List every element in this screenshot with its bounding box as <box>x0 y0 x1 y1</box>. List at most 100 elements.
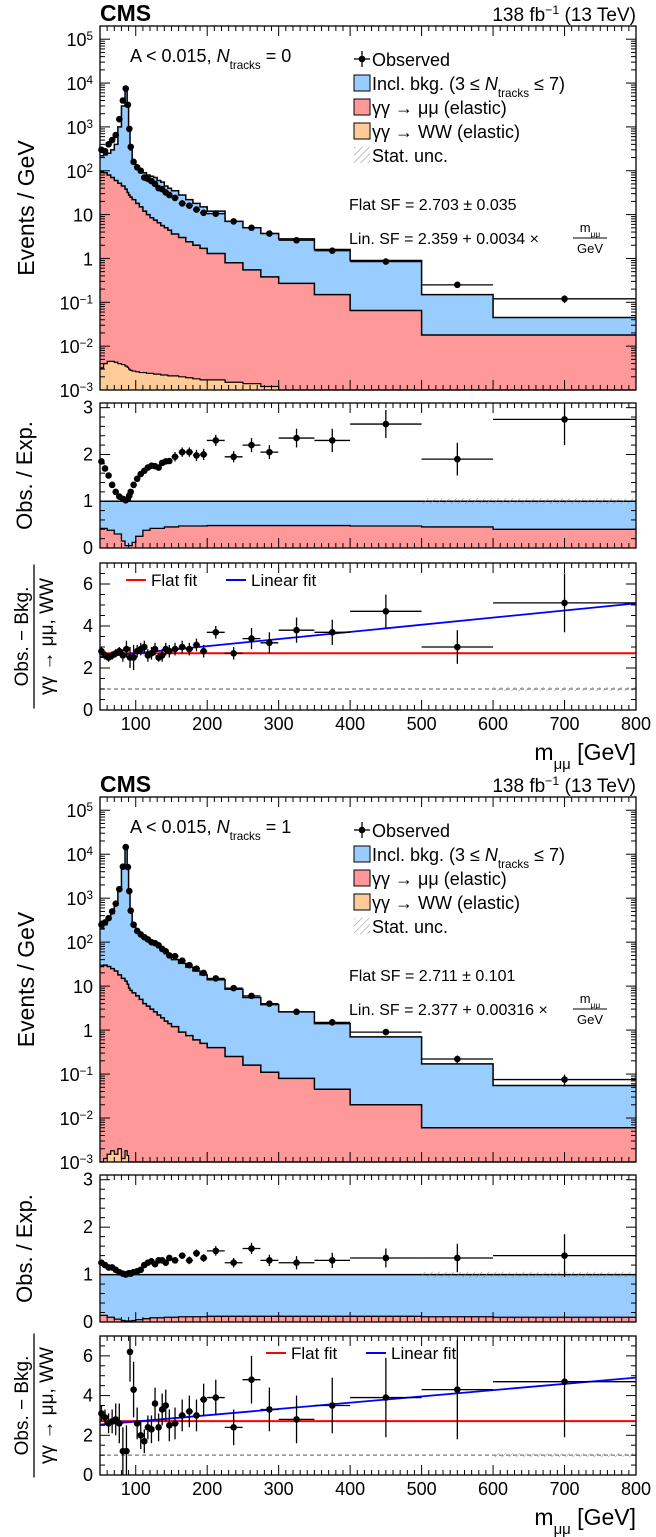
y-tick-label: 6 <box>83 1346 93 1366</box>
data-marker <box>171 645 179 653</box>
x-tick-label: 700 <box>550 714 580 734</box>
text-span: Lin. SF = 2.359 + 0.0034 × <box>349 231 539 248</box>
data-marker <box>171 1420 179 1427</box>
fit-y-label-den: γγ → μμ, WW <box>37 1347 58 1464</box>
data-marker <box>212 210 220 217</box>
data-point <box>206 434 225 447</box>
data-marker <box>212 1247 220 1255</box>
y-tick-label: 104 <box>66 845 93 866</box>
text-span: Flat fit <box>291 1344 338 1363</box>
legend-mumu-swatch <box>353 869 371 887</box>
ratio-mumu-area <box>100 525 636 548</box>
data-marker <box>133 475 141 483</box>
text-span: γγ → μμ (elastic) <box>372 869 507 889</box>
lin-sf-fraction-den: GeV <box>577 1012 603 1027</box>
data-marker <box>126 125 133 133</box>
data-point <box>192 1249 201 1258</box>
data-marker <box>171 952 179 960</box>
text-span: 4 <box>86 74 93 87</box>
y-tick-label: 10−1 <box>60 293 93 314</box>
data-marker <box>266 1406 273 1413</box>
data-marker <box>382 258 390 265</box>
text-span: γγ → μμ (elastic) <box>372 98 507 118</box>
x-tick-label: 200 <box>192 714 222 734</box>
data-marker <box>186 202 193 209</box>
x-tick-label: 500 <box>407 1479 437 1499</box>
text-span: 800 <box>621 1479 651 1499</box>
text-span: 2 <box>83 444 93 464</box>
data-point <box>350 594 422 629</box>
legend-stat: Stat. unc. <box>354 146 448 166</box>
y-tick-label: 104 <box>66 74 93 95</box>
y-tick-label: 1 <box>83 249 93 269</box>
y-tick-label: 10−3 <box>60 1153 93 1174</box>
text-span: N <box>217 46 231 66</box>
data-point <box>242 992 261 1000</box>
data-marker <box>141 643 148 651</box>
text-span: Incl. bkg. (3 ≤ <box>372 845 485 865</box>
legend-incl-bkg: Incl. bkg. (3 ≤ Ntracks ≤ 7) <box>353 845 565 871</box>
y-tick-label: 1 <box>83 1021 93 1041</box>
text-span: 3 <box>83 398 93 418</box>
fit-stat-band <box>493 686 636 692</box>
data-marker <box>162 1402 170 1409</box>
data-marker <box>328 1257 336 1264</box>
data-marker <box>561 1378 568 1385</box>
data-point <box>137 167 145 175</box>
legend-observed-label: Observed <box>372 50 450 70</box>
data-point <box>115 115 123 123</box>
data-point <box>260 1000 279 1007</box>
data-marker <box>166 1422 173 1429</box>
data-point <box>242 224 261 232</box>
data-marker <box>148 1426 155 1433</box>
main-frame <box>99 25 637 391</box>
text-span: 10 <box>60 293 80 313</box>
data-marker <box>171 194 179 202</box>
data-marker <box>328 437 336 444</box>
text-span: 10 <box>66 118 86 138</box>
data-marker <box>230 453 237 461</box>
data-point <box>130 158 137 166</box>
data-point <box>119 97 127 104</box>
text-span: μμ <box>554 1521 571 1537</box>
text-span: 100 <box>121 1479 151 1499</box>
data-marker <box>230 984 237 992</box>
data-marker <box>137 1266 145 1274</box>
data-point <box>421 281 494 289</box>
x-axis-title: mμμ [GeV] <box>534 739 636 773</box>
legend-mumu-label: γγ → μμ (elastic) <box>372 869 507 889</box>
text-span: 6 <box>83 1346 93 1366</box>
legend-incl-bkg-swatch <box>353 845 371 863</box>
data-point <box>185 1256 193 1265</box>
data-point <box>192 638 201 652</box>
text-span: 300 <box>264 714 294 734</box>
data-point <box>224 218 243 225</box>
data-marker <box>162 1259 170 1267</box>
y-tick-label: 3 <box>83 1170 93 1190</box>
x-axis-title: mμμ [GeV] <box>534 1504 636 1537</box>
text-span: 1 <box>83 1021 93 1041</box>
data-marker <box>561 295 568 303</box>
y-tick-label: 0 <box>83 1465 93 1485</box>
data-point <box>105 472 112 479</box>
data-marker <box>124 101 132 109</box>
data-point <box>224 1257 243 1268</box>
data-marker <box>137 167 145 175</box>
text-span: Linear fit <box>391 1344 456 1363</box>
data-point <box>278 236 315 244</box>
flat-sf-text: Flat SF = 2.711 ± 0.101 <box>349 968 515 985</box>
text-span: 138 fb <box>492 5 545 26</box>
data-marker <box>105 914 112 922</box>
legend-mumu: γγ → μμ (elastic) <box>353 98 507 118</box>
data-marker <box>166 647 173 655</box>
data-marker <box>200 1254 207 1262</box>
selection-label: A < 0.015, Ntracks = 0 <box>130 46 291 72</box>
data-point <box>137 1266 145 1274</box>
text-span: Stat. unc. <box>372 146 448 166</box>
data-point <box>278 1256 315 1270</box>
data-point <box>101 465 109 472</box>
text-span: 800 <box>621 714 651 734</box>
data-marker <box>122 843 130 851</box>
data-point <box>350 1248 422 1268</box>
